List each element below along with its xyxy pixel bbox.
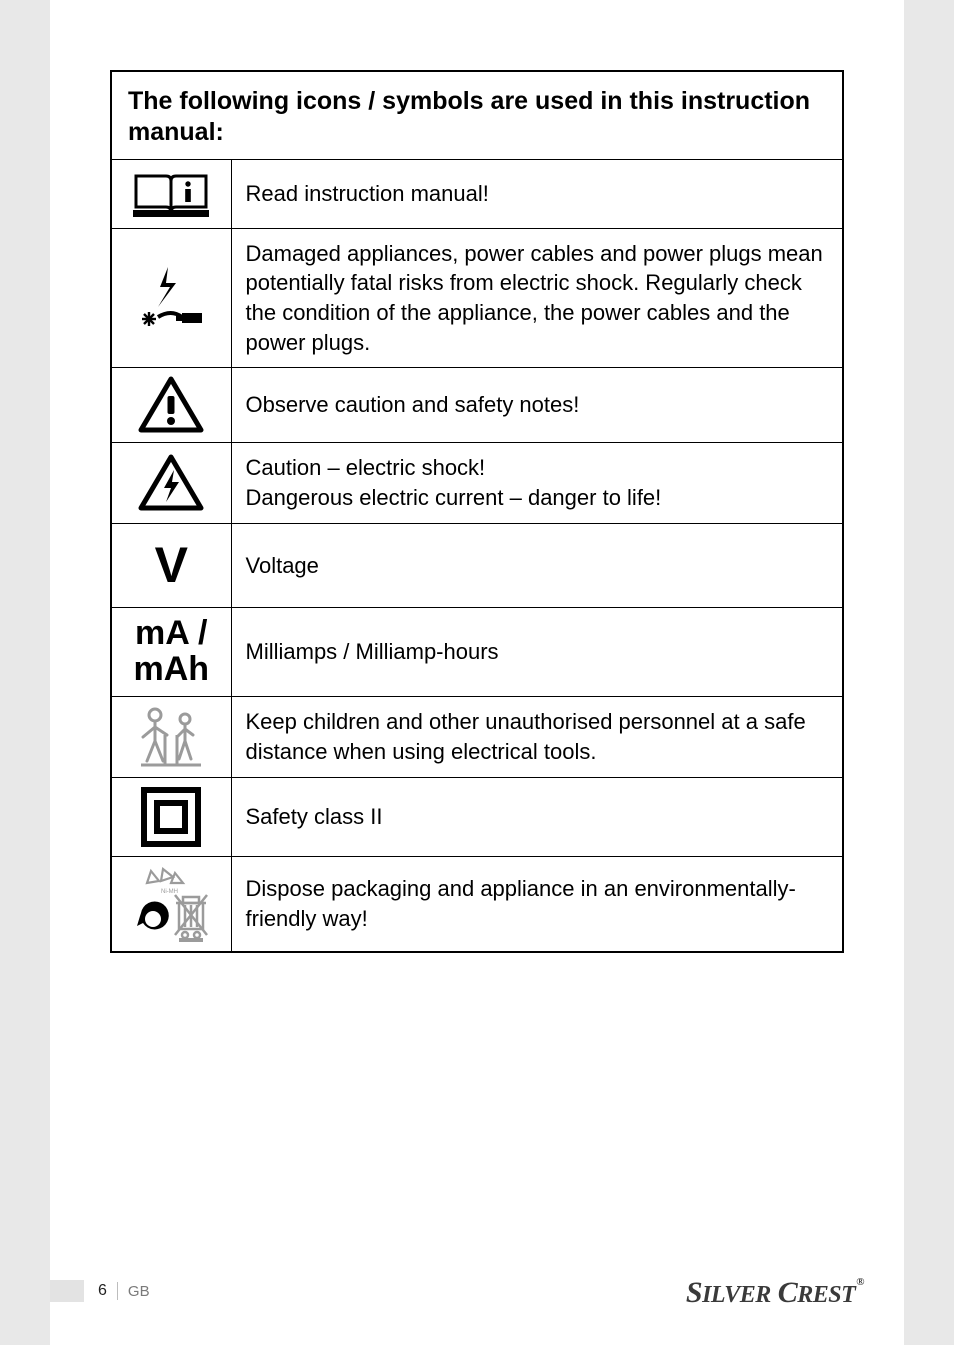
warning-icon — [111, 368, 231, 443]
table-row: Damaged appliances, power cables and pow… — [111, 228, 843, 368]
high-voltage-icon — [111, 443, 231, 523]
page: The following icons / symbols are used i… — [50, 0, 904, 1345]
row-text: Observe caution and safety notes! — [231, 368, 843, 443]
table-heading: The following icons / symbols are used i… — [111, 71, 843, 159]
keep-away-icon — [111, 696, 231, 777]
table-row: Caution – electric shock! Dangerous elec… — [111, 443, 843, 523]
milliamp-label: mA / mAh — [118, 616, 225, 687]
row-text: Voltage — [231, 523, 843, 608]
footer-left: 6 GB — [50, 1280, 150, 1302]
milliamp-icon: mA / mAh — [111, 608, 231, 696]
svg-text:Ni-MH: Ni-MH — [161, 889, 178, 895]
row-text: Damaged appliances, power cables and pow… — [231, 228, 843, 368]
table-row: Safety class II — [111, 777, 843, 856]
table-row: Read instruction manual! — [111, 159, 843, 228]
row-text: Keep children and other unauthorised per… — [231, 696, 843, 777]
footer: 6 GB SILVER CREST® — [50, 1280, 904, 1310]
row-text: Read instruction manual! — [231, 159, 843, 228]
footer-divider — [117, 1282, 118, 1300]
table-row: mA / mAh Milliamps / Milliamp-hours — [111, 608, 843, 696]
table-row: V Voltage — [111, 523, 843, 608]
row-text: Dispose packaging and appliance in an en… — [231, 856, 843, 952]
voltage-icon: V — [111, 523, 231, 608]
table-row: Ni-MH — [111, 856, 843, 952]
row-text: Safety class II — [231, 777, 843, 856]
content-area: The following icons / symbols are used i… — [50, 0, 904, 953]
table-row: Keep children and other unauthorised per… — [111, 696, 843, 777]
page-number: 6 — [98, 1282, 107, 1300]
footer-block-icon — [50, 1280, 84, 1302]
brand-logo: SILVER CREST® — [686, 1276, 864, 1310]
dispose-icon: Ni-MH — [111, 856, 231, 952]
row-text: Caution – electric shock! Dangerous elec… — [231, 443, 843, 523]
class2-icon — [111, 777, 231, 856]
row-text: Milliamps / Milliamp-hours — [231, 608, 843, 696]
manual-icon — [111, 159, 231, 228]
table-row: Observe caution and safety notes! — [111, 368, 843, 443]
shock-icon — [111, 228, 231, 368]
country-code: GB — [128, 1283, 150, 1300]
voltage-label: V — [155, 537, 188, 593]
symbols-table: The following icons / symbols are used i… — [110, 70, 844, 953]
